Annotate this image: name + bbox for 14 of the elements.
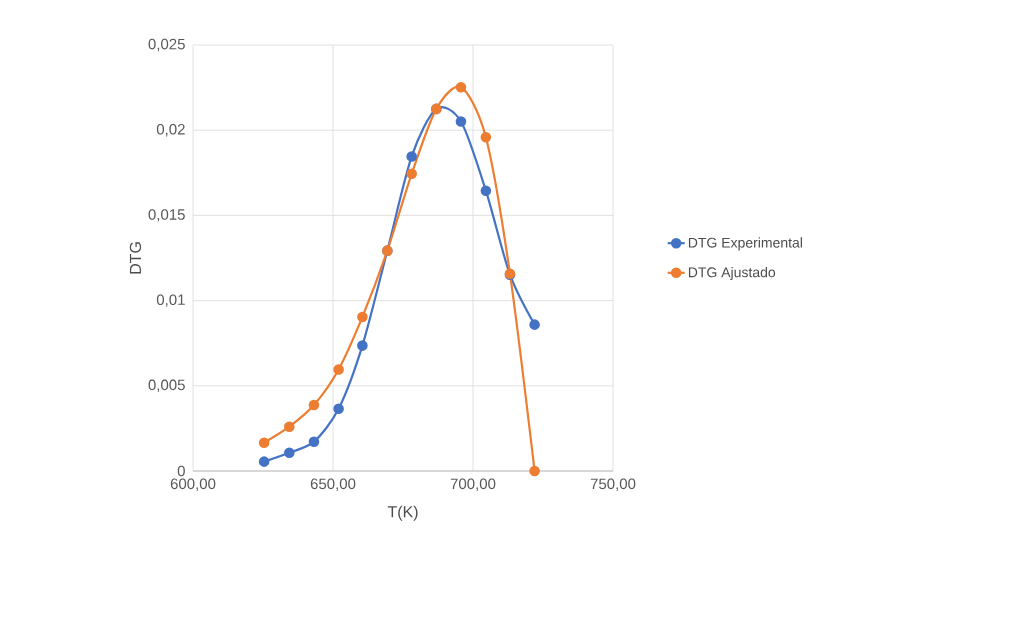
y-tick-label: 0,02	[156, 124, 185, 137]
legend-label: DTG Ajustado	[688, 266, 776, 281]
x-tick-label: 750,00	[590, 478, 636, 491]
y-tick-label: 0,025	[148, 38, 185, 52]
x-tick-label: 600,00	[170, 478, 216, 491]
legend-label: DTG Experimental	[688, 237, 802, 251]
x-axis-title: T(K)	[387, 505, 418, 521]
y-tick-label: 0,005	[148, 379, 185, 392]
x-tick-label: 700,00	[450, 478, 496, 491]
y-tick-label: 0,01	[156, 294, 185, 307]
y-tick-label: 0	[177, 465, 185, 477]
y-axis-title: DTG	[129, 242, 142, 274]
y-tick-label: 0,015	[148, 209, 185, 222]
x-tick-label: 650,00	[310, 478, 356, 491]
